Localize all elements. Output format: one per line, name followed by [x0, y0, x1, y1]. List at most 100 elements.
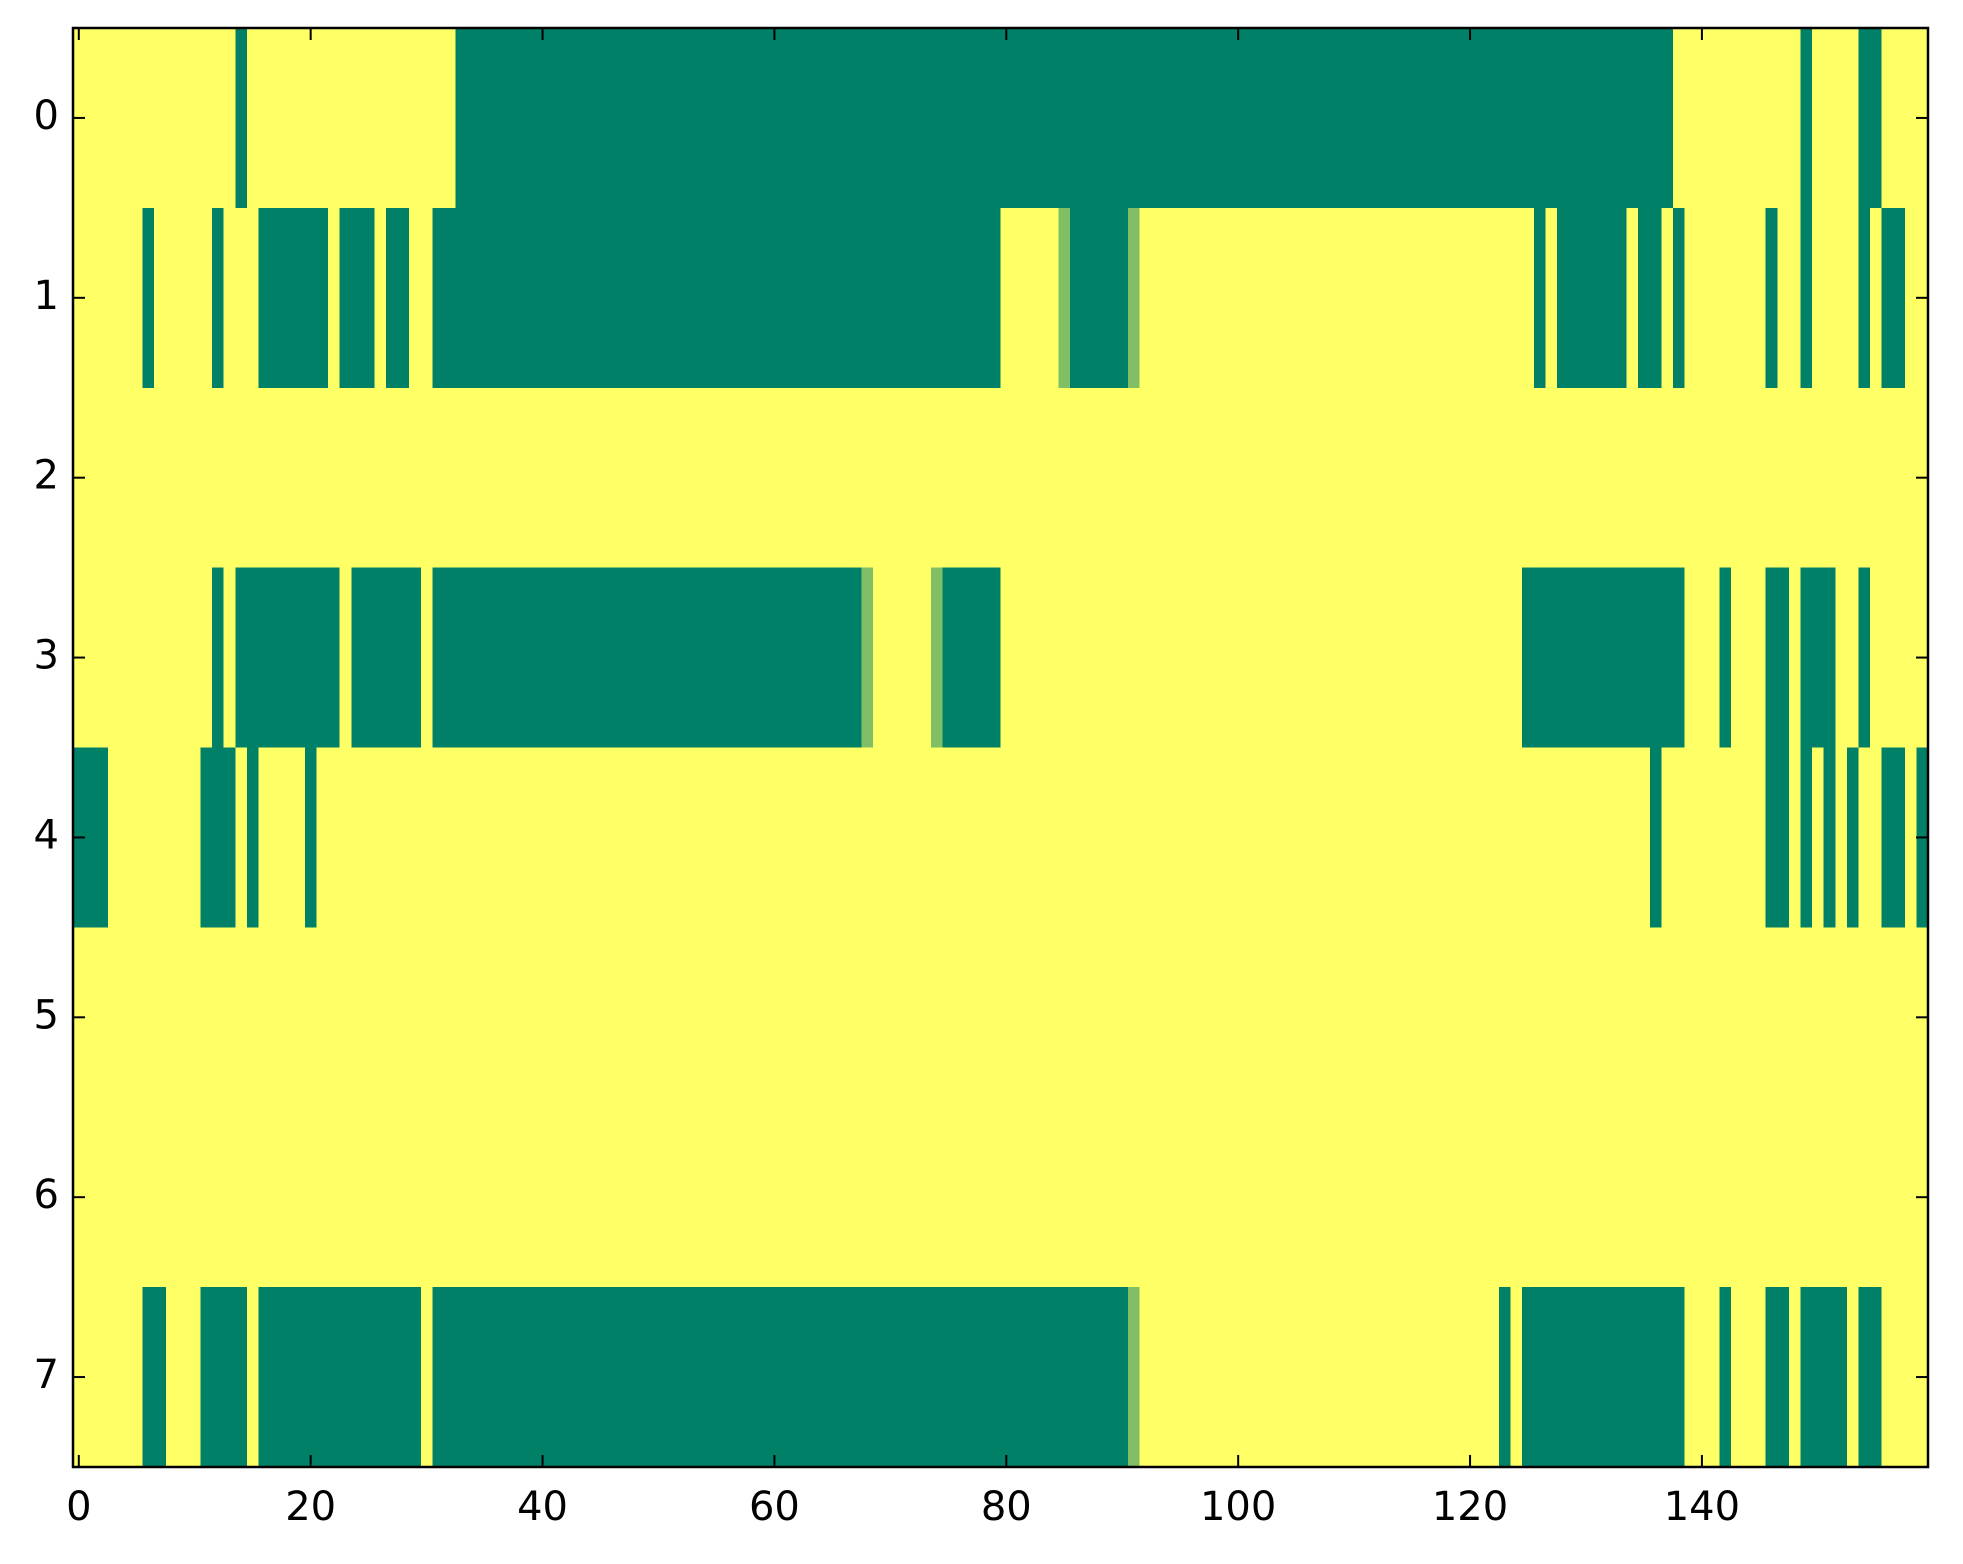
heatmap-cell [525, 207, 538, 389]
heatmap-cell [1441, 1287, 1454, 1468]
heatmap-cell [386, 207, 399, 389]
heatmap-cell [733, 747, 747, 928]
heatmap-cell [420, 207, 434, 389]
heatmap-cell [1696, 567, 1709, 749]
heatmap-cell [1128, 207, 1141, 389]
heatmap-cell [316, 207, 329, 389]
heatmap-cell [1417, 747, 1431, 928]
heatmap-cell [919, 207, 932, 389]
heatmap-cell [525, 1107, 538, 1288]
heatmap-cell [1580, 567, 1593, 749]
heatmap-cell [1522, 1107, 1535, 1288]
heatmap-cell [954, 927, 967, 1108]
heatmap-cell [1035, 387, 1048, 569]
heatmap-cell [780, 927, 793, 1108]
heatmap-cell [501, 1107, 515, 1288]
heatmap-cell [1649, 927, 1662, 1108]
heatmap-cell [745, 1107, 758, 1288]
heatmap-cell [1522, 567, 1535, 749]
heatmap-cell [1220, 927, 1233, 1108]
heatmap-cell [733, 207, 747, 389]
heatmap-cell [1383, 927, 1396, 1108]
heatmap-cell [1510, 1287, 1523, 1468]
heatmap-cell [1359, 387, 1373, 569]
heatmap-cell [1464, 747, 1477, 928]
heatmap-cell [1151, 387, 1164, 569]
heatmap-cell [930, 747, 944, 928]
heatmap-cell [490, 927, 503, 1108]
heatmap-cell [1012, 28, 1025, 209]
heatmap-cell [258, 28, 271, 209]
heatmap-cell [1139, 1107, 1152, 1288]
heatmap-cell [1684, 927, 1697, 1108]
heatmap-cell [838, 387, 851, 569]
heatmap-cell [861, 387, 874, 569]
heatmap-cell [1904, 747, 1918, 928]
heatmap-cell [96, 1287, 109, 1468]
heatmap-cell [1359, 28, 1373, 209]
heatmap-cell [849, 747, 862, 928]
y-tick-label: 1 [34, 273, 59, 319]
heatmap-cell [200, 927, 213, 1108]
heatmap-cell [455, 747, 468, 928]
heatmap-cell [1046, 567, 1060, 749]
heatmap-cell [641, 567, 654, 749]
heatmap-cell [1058, 1287, 1071, 1468]
heatmap-cell [977, 747, 990, 928]
heatmap-cell [455, 927, 468, 1108]
heatmap-cell [1452, 207, 1465, 389]
heatmap-cell [1765, 387, 1778, 569]
heatmap-cell [84, 1107, 97, 1288]
heatmap-cell [617, 207, 631, 389]
heatmap-cell [1614, 747, 1628, 928]
heatmap-cell [1719, 1287, 1732, 1468]
heatmap-cell [351, 747, 364, 928]
heatmap-cell [432, 1287, 445, 1468]
heatmap-cell [988, 1107, 1002, 1288]
heatmap-cell [1243, 207, 1257, 389]
heatmap-cell [1255, 927, 1268, 1108]
heatmap-cell [1267, 747, 1280, 928]
heatmap-cell [1499, 1107, 1512, 1288]
heatmap-cell [1104, 927, 1118, 1108]
heatmap-cell [687, 1287, 700, 1468]
heatmap-cell [200, 567, 213, 749]
heatmap-cell [1614, 927, 1628, 1108]
heatmap-cell [525, 1287, 538, 1468]
heatmap-cell [872, 28, 886, 209]
y-tick-label: 4 [34, 812, 59, 858]
heatmap-cell [119, 387, 132, 569]
heatmap-cell [977, 387, 990, 569]
heatmap-cell [1429, 1287, 1442, 1468]
heatmap-cell [1591, 747, 1604, 928]
heatmap-cell [1568, 567, 1581, 749]
heatmap-cell [107, 387, 120, 569]
heatmap-cell [1475, 207, 1489, 389]
heatmap-cell [1313, 567, 1326, 749]
heatmap-cell [119, 567, 132, 749]
heatmap-cell [1209, 927, 1222, 1108]
heatmap-cell [328, 1287, 341, 1468]
heatmap-cell [1429, 207, 1442, 389]
heatmap-cell [1000, 207, 1013, 389]
heatmap-cell [965, 28, 978, 209]
heatmap-cell [177, 1287, 190, 1468]
heatmap-cell [1162, 927, 1176, 1108]
heatmap-cell [1742, 747, 1755, 928]
heatmap-cell [1128, 747, 1141, 928]
heatmap-cell [536, 387, 549, 569]
heatmap-cell [1603, 28, 1616, 209]
heatmap-cell [629, 927, 642, 1108]
heatmap-cell [1823, 1287, 1836, 1468]
heatmap-cell [536, 567, 549, 749]
heatmap-cell [1533, 207, 1547, 389]
heatmap-cell [930, 28, 944, 209]
heatmap-cell [1174, 747, 1187, 928]
heatmap-cell [1197, 927, 1210, 1108]
heatmap-cell [1313, 387, 1326, 569]
heatmap-cell [988, 747, 1002, 928]
heatmap-cell [815, 1287, 828, 1468]
heatmap-cell [270, 207, 283, 389]
heatmap-cell [1707, 207, 1720, 389]
heatmap-cell [1823, 927, 1836, 1108]
